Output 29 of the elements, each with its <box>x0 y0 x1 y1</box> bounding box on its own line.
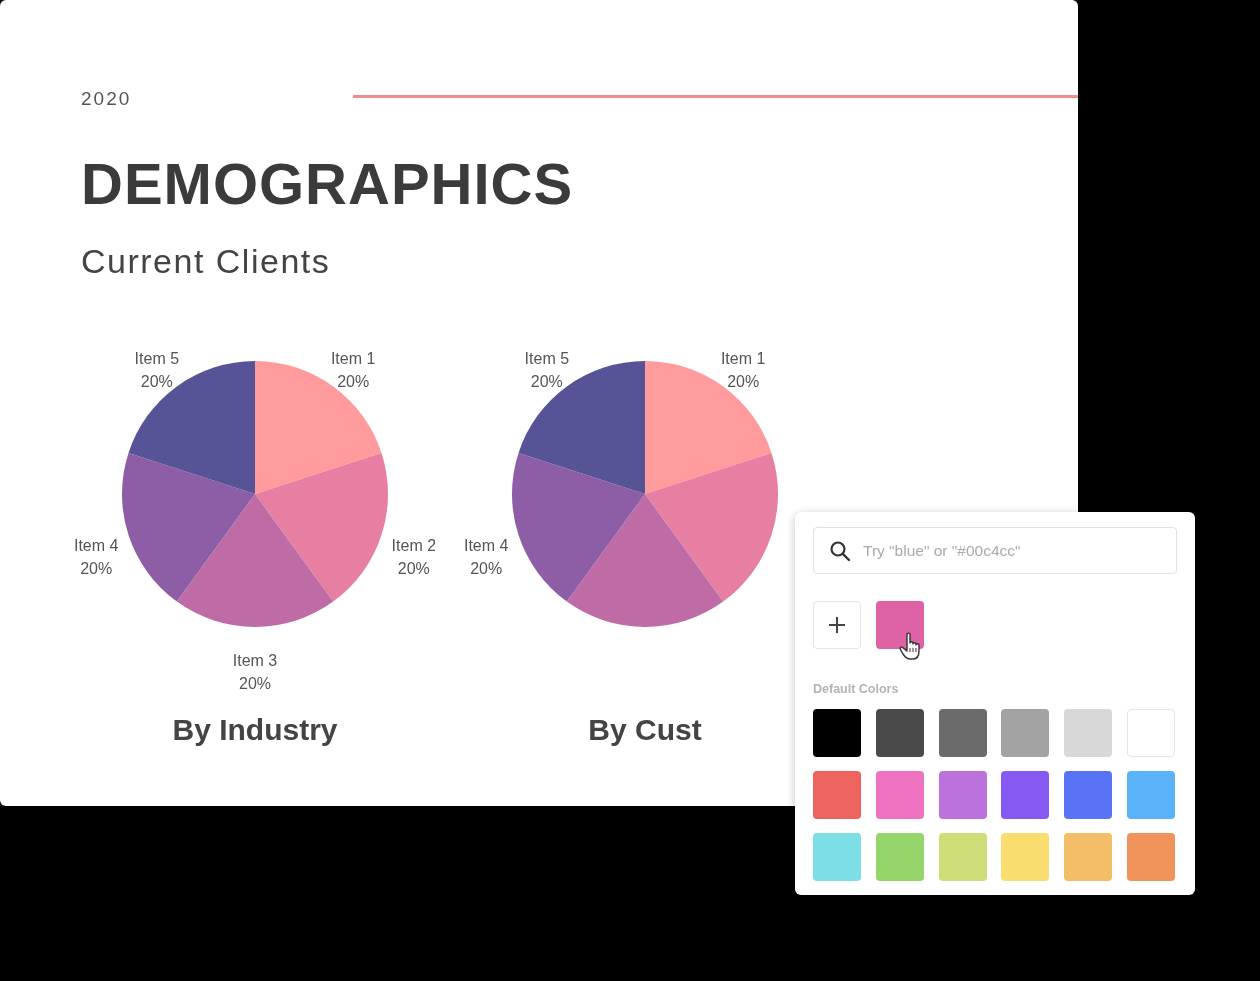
data-label: 20% <box>397 559 430 577</box>
pie-slice <box>512 452 645 602</box>
text: By Industry <box>172 713 338 746</box>
text: By Cust <box>588 713 702 746</box>
data-label: 20% <box>470 559 503 577</box>
data-label: 20% <box>238 675 272 692</box>
slice-label: Item 5 <box>134 349 180 367</box>
pie-slice <box>122 452 255 602</box>
slice-label: Item 1 <box>330 349 376 367</box>
pie-slice <box>255 452 388 602</box>
data-label: 20% <box>337 372 370 390</box>
pie-slice <box>645 452 778 602</box>
text: Current Clients <box>81 242 331 280</box>
text: 2020 <box>81 88 132 109</box>
text: Try "blue" or "#00c4cc" <box>863 542 1021 559</box>
slice-label: Item 4 <box>463 536 509 554</box>
pie-slice <box>566 494 724 627</box>
text: Default Colors <box>813 682 899 696</box>
slice-label: Item 2 <box>391 536 437 554</box>
text: DEMOGRAPHICS <box>81 151 574 216</box>
data-label: 20% <box>530 372 563 390</box>
data-label: 20% <box>80 559 113 577</box>
slice-label: Item 3 <box>232 652 278 669</box>
data-label: 20% <box>727 372 760 390</box>
slice-label: Item 4 <box>73 536 119 554</box>
slice-label: Item 1 <box>720 349 766 367</box>
pie-slice <box>176 494 334 627</box>
data-label: 20% <box>140 372 173 390</box>
slice-label: Item 5 <box>524 349 570 367</box>
